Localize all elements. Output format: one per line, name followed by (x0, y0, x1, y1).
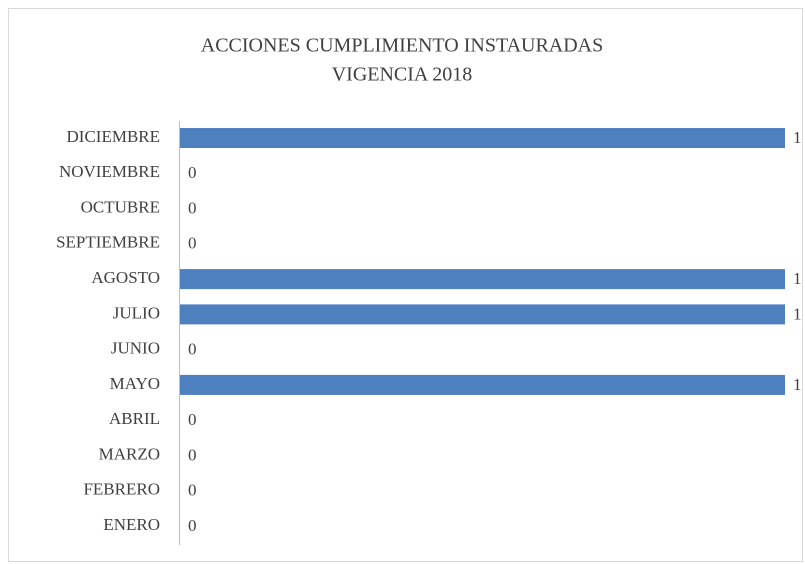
y-tick-label: FEBRERO (83, 480, 160, 499)
bar (180, 128, 785, 149)
y-tick-label: JULIO (113, 303, 160, 322)
data-label: 1 (793, 128, 802, 147)
data-label: 0 (188, 481, 197, 500)
bar (180, 269, 785, 290)
data-label: 1 (793, 375, 802, 394)
data-label: 1 (793, 269, 802, 288)
data-label: 0 (188, 410, 197, 429)
data-label: 0 (188, 234, 197, 253)
data-label: 0 (188, 445, 197, 464)
y-tick-label: SEPTIEMBRE (56, 233, 160, 252)
data-label: 0 (188, 163, 197, 182)
y-tick-label: AGOSTO (91, 268, 160, 287)
chart-title: ACCIONES CUMPLIMIENTO INSTAURADAS (201, 35, 604, 57)
bar (180, 374, 785, 395)
y-tick-label: MARZO (99, 444, 160, 463)
y-tick-label: DICIEMBRE (67, 127, 161, 146)
data-label: 1 (793, 304, 802, 323)
y-tick-label: MAYO (110, 374, 160, 393)
y-tick-label: ABRIL (109, 409, 160, 428)
y-tick-label: JUNIO (111, 339, 160, 358)
y-tick-label: ENERO (103, 515, 160, 534)
y-tick-label: NOVIEMBRE (59, 162, 160, 181)
y-tick-label: OCTUBRE (81, 197, 160, 216)
chart-title: VIGENCIA 2018 (332, 64, 473, 86)
bar (180, 304, 785, 325)
data-label: 0 (188, 340, 197, 359)
data-label: 0 (188, 516, 197, 535)
data-label: 0 (188, 198, 197, 217)
